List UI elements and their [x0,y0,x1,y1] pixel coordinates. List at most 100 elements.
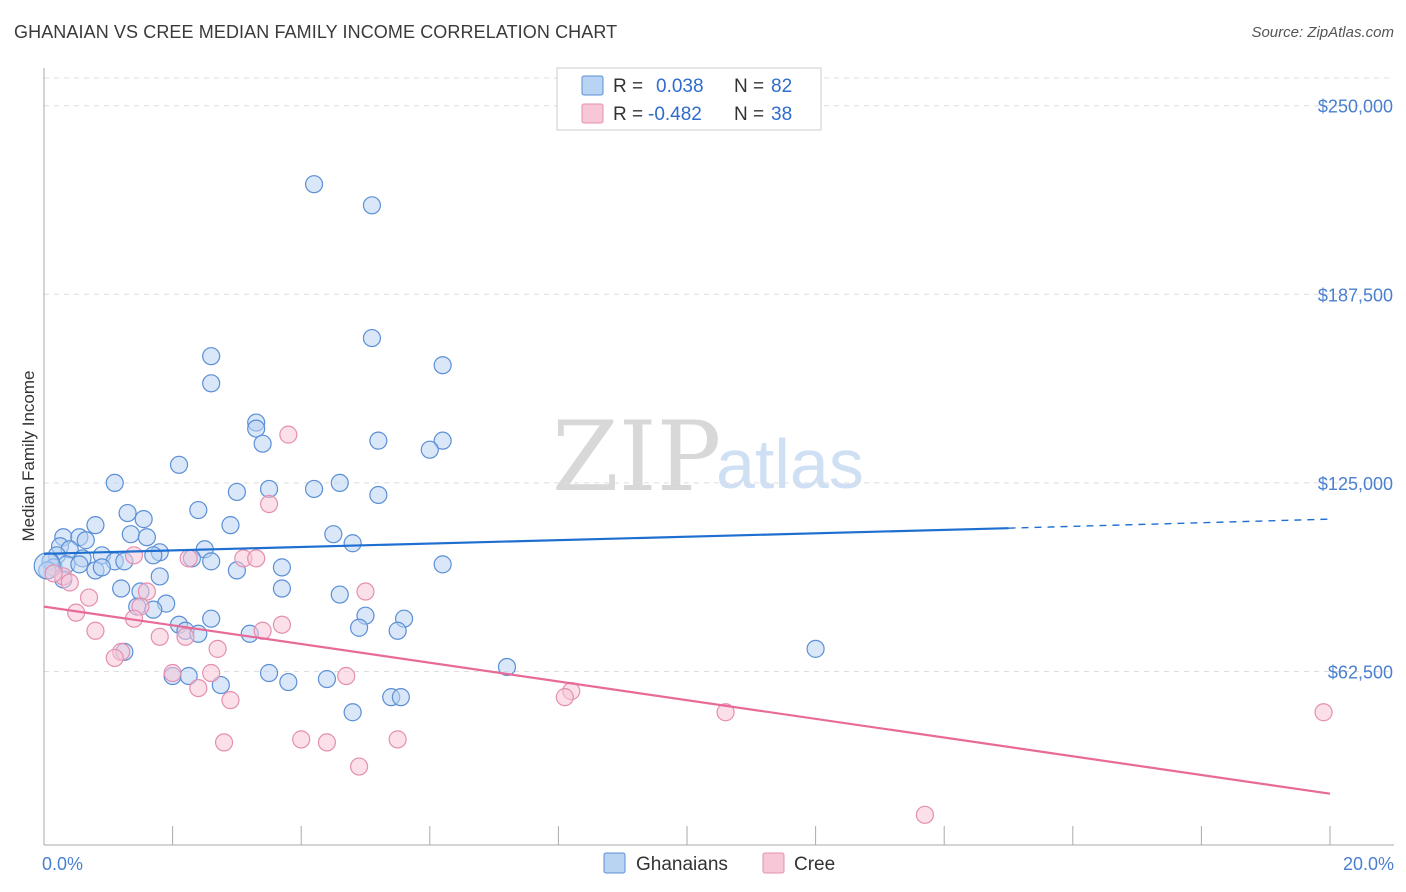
ghanaian-point [304,175,324,194]
cree-point [388,730,407,749]
ghanaian-point [144,546,163,565]
legend-n-value-cree: 38 [771,104,792,125]
ghanaian-point [202,552,221,571]
x-ticks [172,826,1331,845]
ghanaian-point [150,567,169,586]
cree-point [292,730,311,749]
cree-point [317,733,337,752]
ghanaian-point [272,558,292,577]
cree-point [86,621,105,640]
ghanaian-point [369,431,388,450]
cree-point [247,549,266,568]
cree-point [356,582,375,601]
legend-swatch-ghanaians [581,75,604,96]
ghanaian-point [420,440,439,459]
y-tick-label: $125,000 [1318,474,1393,494]
legend-r-label-cree: R = [613,104,643,125]
cree-point [137,582,156,601]
x-tick-label-min: 0.0% [42,854,83,874]
y-tick-labels: $62,500 $125,000 $187,500 $250,000 [1318,97,1393,683]
ghanaian-point [433,555,452,574]
ghanaian-point [70,555,89,574]
ghanaian-point [433,431,452,450]
cree-point [105,648,124,668]
ghanaian-point [253,434,272,453]
watermark-zip: ZIP [552,401,721,513]
ghanaian-point [247,419,266,438]
cree-point [279,425,298,444]
cree-point [555,688,574,707]
cree-trend-line [43,605,1331,795]
ghanaian-point [105,473,124,493]
y-tick-label: $62,500 [1328,662,1393,682]
cree-point [208,639,227,658]
ghanaian-point [391,688,410,707]
legend-r-value-ghanaians: 0.038 [656,76,704,97]
cree-point [221,691,240,710]
grid-lines [44,77,1394,672]
ghanaian-point [806,639,825,658]
ghanaian-point [121,525,140,544]
trend-lines [43,518,1331,795]
series-cree [44,425,1333,824]
cree-point [349,757,369,776]
cree-point [79,588,99,607]
cree-point [163,663,182,683]
ghanaian-point [279,672,298,692]
ghanaian-point [317,669,337,689]
ghanaian-point [343,703,362,722]
cree-point [60,573,79,592]
cree-point [214,733,234,752]
ghanaian-point [202,347,221,366]
ghanaian-point [388,621,407,640]
cree-point [176,627,195,646]
ghanaian-point [211,675,230,695]
cree-point [189,678,208,698]
legend-n-label-ghanaians: N = [734,76,764,97]
cree-point [150,627,169,646]
legend-n-value-ghanaians: 82 [771,76,792,97]
bottom-legend: Ghanaians Cree [603,852,835,875]
y-tick-label: $187,500 [1318,285,1393,305]
ghanaian-trend-extension [1008,518,1331,529]
legend-r-label-ghanaians: R = [613,76,643,97]
ghanaian-point [221,516,240,535]
ghanaian-point [134,510,153,529]
cree-point [202,663,221,683]
source-label: Source: ZipAtlas.com [1251,24,1394,41]
chart-title: GHANAIAN VS CREE MEDIAN FAMILY INCOME CO… [14,22,618,42]
cree-point [1314,703,1333,722]
ghanaian-point [324,525,343,544]
cree-point [337,666,356,686]
ghanaian-point [304,479,324,499]
cree-point [272,615,292,634]
bottom-legend-swatch-cree [762,852,785,874]
ghanaian-point [112,579,131,598]
cree-point [716,703,735,722]
y-axis-title: Median Family Income [19,370,38,541]
ghanaian-point [86,516,105,535]
x-tick-label-max: 20.0% [1343,854,1394,874]
ghanaian-point [272,579,292,598]
ghanaian-point [330,473,349,493]
ghanaian-point [92,558,111,577]
ghanaian-point [330,585,349,604]
ghanaian-point [343,534,362,553]
ghanaian-point [362,328,382,348]
ghanaian-point [202,374,221,393]
legend: R = 0.038 N = 82 R = -0.482 N = 38 [556,67,822,131]
ghanaian-point [76,531,95,550]
ghanaian-point [497,657,517,677]
y-tick-label: $250,000 [1318,97,1393,117]
ghanaian-trend-line [43,527,1009,555]
cree-point [124,546,144,565]
cree-point [259,494,279,514]
ghanaian-point [259,663,279,683]
ghanaian-point [137,528,156,547]
bottom-legend-swatch-ghanaians [603,852,626,874]
ghanaian-point [433,356,452,375]
ghanaian-point [349,618,369,637]
cree-point [915,805,935,824]
ghanaian-point [369,485,388,505]
